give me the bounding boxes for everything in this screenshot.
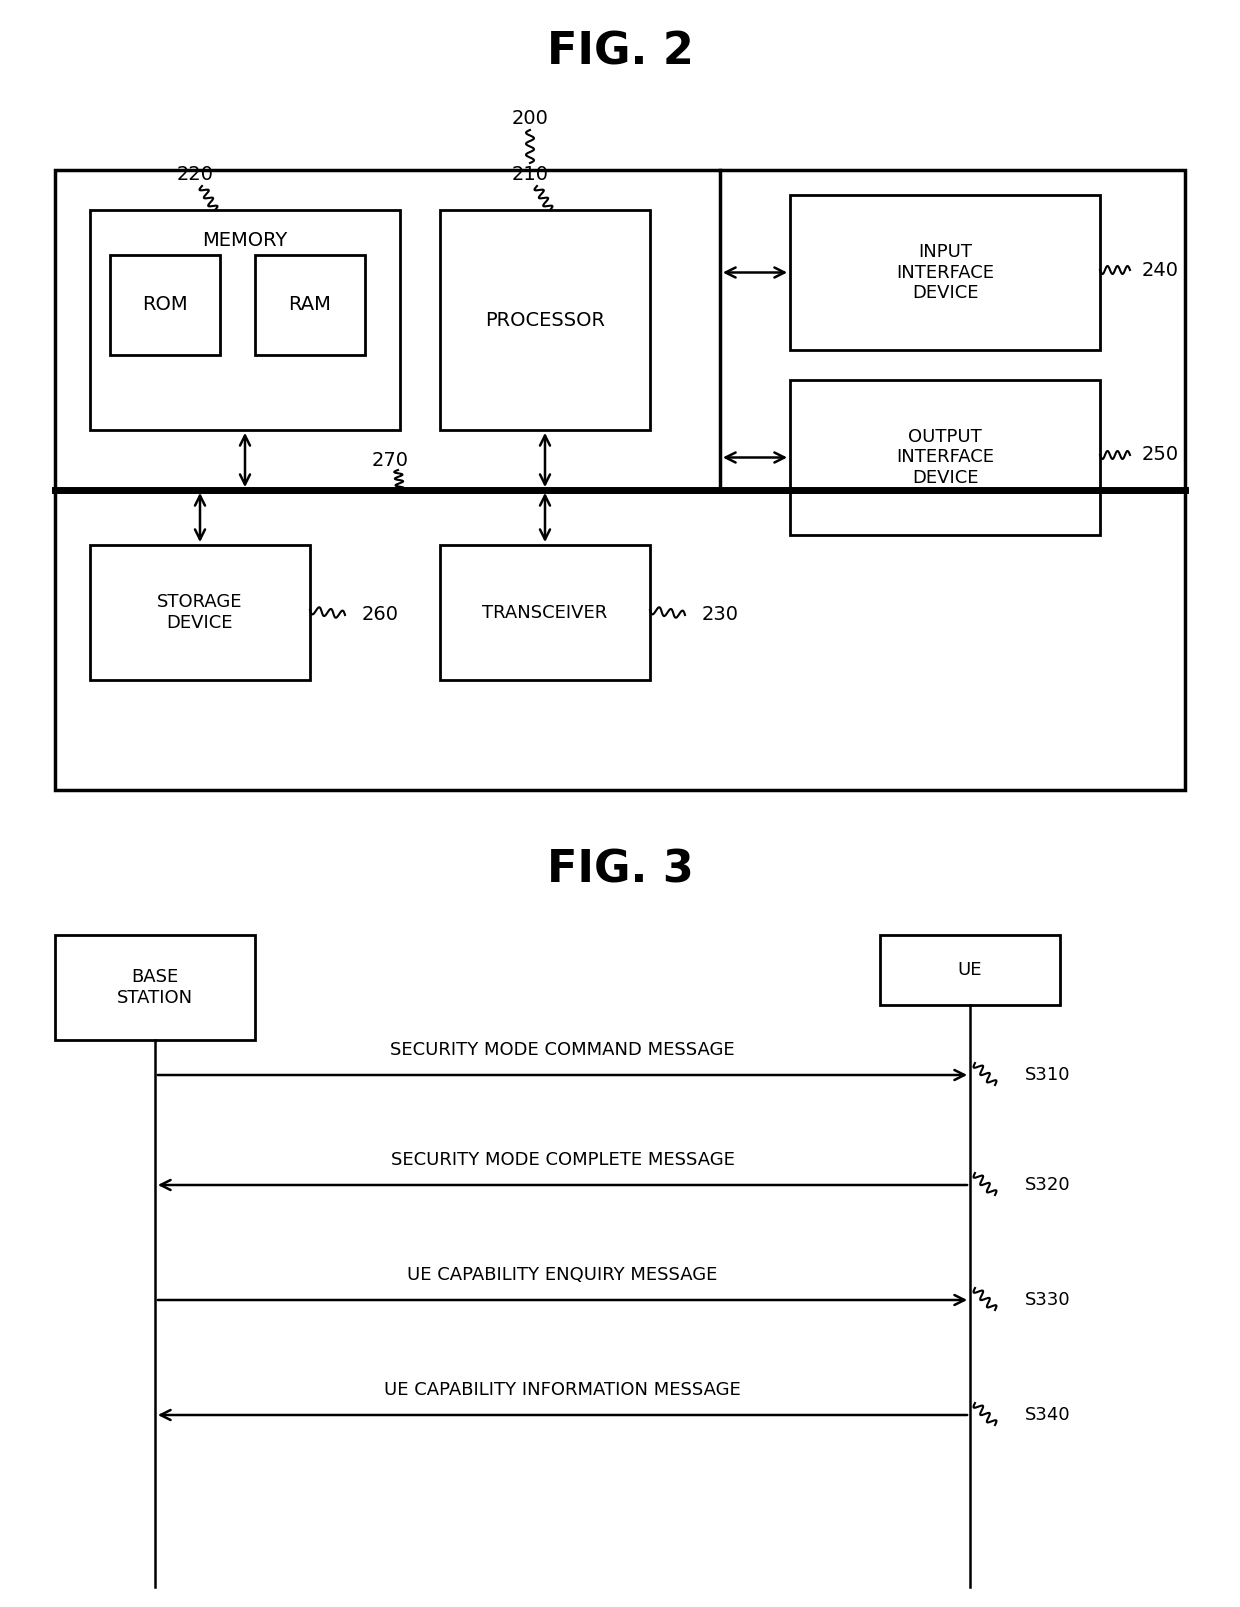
Text: UE CAPABILITY INFORMATION MESSAGE: UE CAPABILITY INFORMATION MESSAGE	[384, 1380, 740, 1400]
Text: FIG. 2: FIG. 2	[547, 31, 693, 74]
Text: 270: 270	[372, 450, 408, 469]
Text: 220: 220	[176, 166, 213, 185]
Bar	[55, 935, 255, 1040]
Text: S310: S310	[1025, 1065, 1070, 1085]
Bar	[55, 170, 1185, 791]
Text: ROM: ROM	[143, 296, 187, 315]
Text: 260: 260	[362, 606, 398, 625]
Text: FIG. 3: FIG. 3	[547, 848, 693, 892]
Text: S340: S340	[1025, 1406, 1070, 1424]
Text: 200: 200	[512, 109, 548, 127]
Bar	[790, 379, 1100, 535]
Text: TRANSCEIVER: TRANSCEIVER	[482, 604, 608, 622]
Text: S320: S320	[1025, 1176, 1070, 1194]
Text: 230: 230	[702, 606, 739, 625]
Text: RAM: RAM	[289, 296, 331, 315]
Text: BASE
STATION: BASE STATION	[117, 967, 193, 1008]
Bar	[91, 211, 401, 431]
Text: S330: S330	[1025, 1290, 1070, 1310]
Bar	[880, 935, 1060, 1004]
Text: 250: 250	[1142, 445, 1178, 464]
Bar	[110, 256, 219, 355]
Bar	[440, 545, 650, 680]
Bar	[440, 211, 650, 431]
Bar	[91, 545, 310, 680]
Text: UE: UE	[957, 961, 982, 979]
Text: OUTPUT
INTERFACE
DEVICE: OUTPUT INTERFACE DEVICE	[897, 427, 994, 487]
Bar	[255, 256, 365, 355]
Text: 210: 210	[511, 166, 548, 185]
Text: MEMORY: MEMORY	[202, 230, 288, 249]
Text: 240: 240	[1142, 260, 1178, 280]
Text: STORAGE
DEVICE: STORAGE DEVICE	[157, 593, 243, 632]
Text: SECURITY MODE COMMAND MESSAGE: SECURITY MODE COMMAND MESSAGE	[391, 1041, 735, 1059]
Text: INPUT
INTERFACE
DEVICE: INPUT INTERFACE DEVICE	[897, 243, 994, 302]
Bar	[790, 194, 1100, 350]
Text: PROCESSOR: PROCESSOR	[485, 310, 605, 329]
Text: UE CAPABILITY ENQUIRY MESSAGE: UE CAPABILITY ENQUIRY MESSAGE	[407, 1266, 718, 1284]
Text: SECURITY MODE COMPLETE MESSAGE: SECURITY MODE COMPLETE MESSAGE	[391, 1151, 734, 1168]
